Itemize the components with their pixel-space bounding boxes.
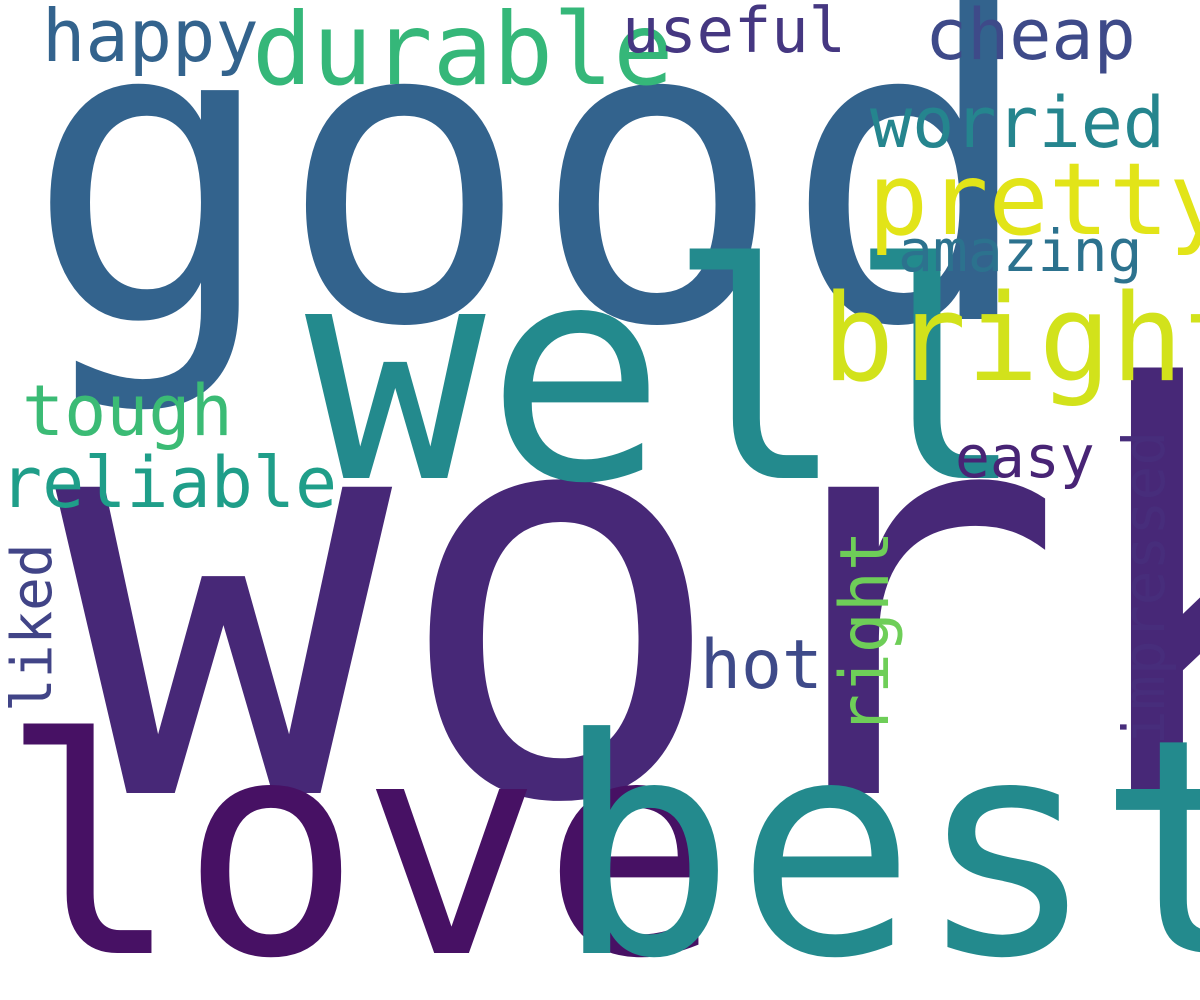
word-good: good: [25, 0, 1037, 419]
word-hot: hot: [700, 626, 823, 705]
word-bright: bright: [822, 270, 1200, 409]
word-happy: happy: [42, 0, 259, 78]
word-easy: easy: [955, 423, 1095, 491]
word-pretty: pretty: [868, 141, 1200, 258]
word-amazing: amazing: [898, 217, 1143, 285]
word-impressed: impressed: [1110, 430, 1178, 745]
word-liked: liked: [0, 543, 65, 712]
word-useful: useful: [622, 0, 846, 67]
word-right: right: [826, 530, 905, 735]
word-tough: tough: [22, 370, 233, 452]
word-work: work: [55, 274, 1200, 926]
word-cheap: cheap: [925, 0, 1136, 76]
word-well: well: [305, 200, 1028, 549]
word-reliable: reliable: [0, 442, 338, 524]
word-durable: durable: [252, 0, 674, 108]
word-love: love: [0, 675, 723, 1000]
word-best: best: [555, 675, 1200, 1000]
word-worried: worried: [870, 82, 1166, 164]
